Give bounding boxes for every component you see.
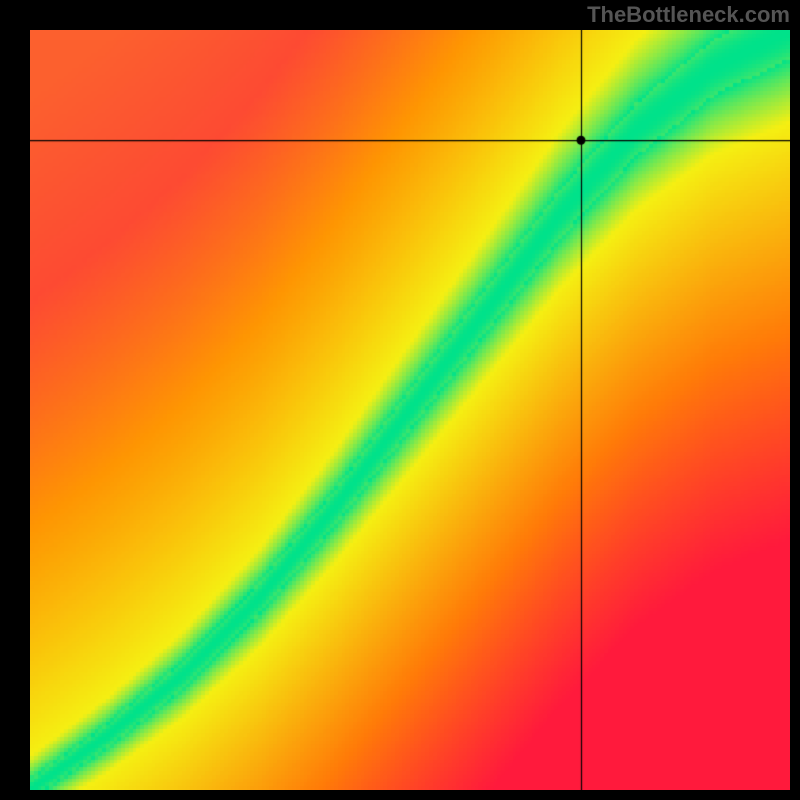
chart-container: TheBottleneck.com (0, 0, 800, 800)
bottleneck-heatmap (30, 30, 790, 790)
watermark-text: TheBottleneck.com (587, 2, 790, 28)
